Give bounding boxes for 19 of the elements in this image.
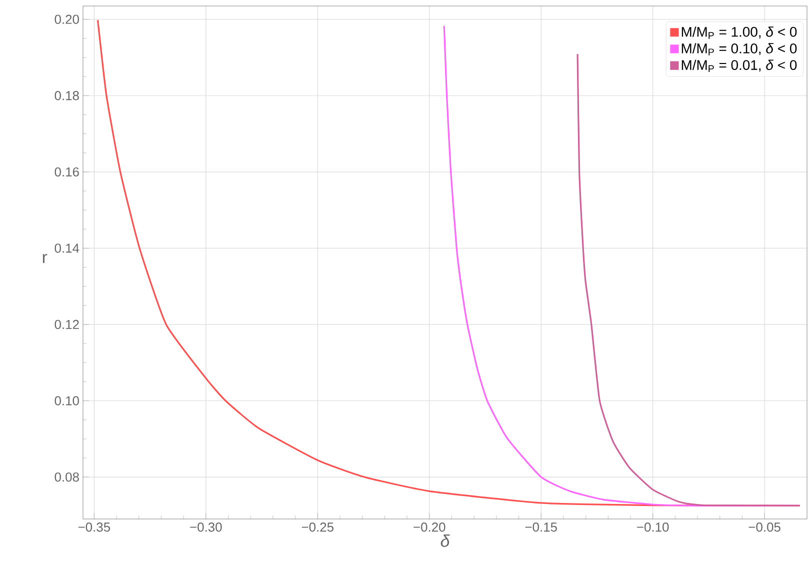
- legend-label: M/M$_{P}$ = 0.10, δ < 0: [682, 43, 797, 56]
- x-tick-label: −0.10: [637, 522, 669, 532]
- y-tick-label: 0.20: [54, 14, 79, 24]
- x-tick-label: −0.35: [78, 522, 110, 532]
- y-tick-label: 0.18: [54, 91, 79, 100]
- x-axis-title: δ: [440, 534, 450, 547]
- x-tick-label: −0.15: [525, 522, 557, 532]
- y-axis-title: r: [42, 254, 48, 264]
- y-tick-label: 0.10: [54, 396, 79, 406]
- legend-label: M/M$_{P}$ = 0.01, δ < 0: [682, 60, 797, 72]
- y-tick-label: 0.08: [54, 472, 79, 482]
- legend-label: M/M$_{P}$ = 1.00, δ < 0: [682, 26, 797, 39]
- y-tick-label: 0.12: [54, 320, 79, 330]
- y-tick-label: 0.16: [54, 167, 79, 176]
- x-tick-label: −0.20: [414, 522, 446, 532]
- x-tick-label: −0.05: [748, 522, 780, 532]
- y-tick-label: 0.14: [54, 244, 80, 253]
- x-tick-label: −0.25: [302, 522, 334, 532]
- x-tick-label: −0.30: [190, 522, 222, 532]
